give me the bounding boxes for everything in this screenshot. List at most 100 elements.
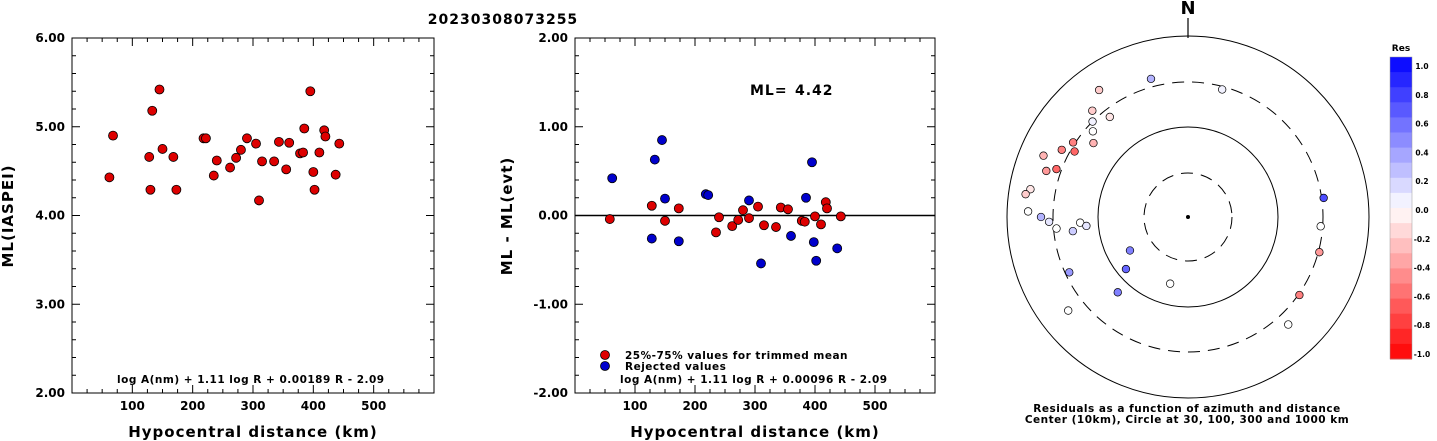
data-point — [298, 147, 308, 158]
data-point — [104, 172, 115, 183]
colorbar-tick-label: 1.0 — [1415, 62, 1428, 71]
azimuth-residual-map: N Residuals as a function of azimuth and… — [1006, 0, 1370, 426]
x-tick-label: 100 — [622, 399, 647, 413]
station-point — [1088, 127, 1098, 136]
data-point — [157, 144, 168, 154]
colorbar-cell — [1390, 343, 1412, 360]
station-point — [1064, 306, 1073, 315]
data-point — [225, 162, 235, 173]
plot3-points — [1021, 74, 1328, 329]
residual-point — [744, 213, 754, 224]
plot1-points — [104, 84, 345, 206]
residual-point — [783, 204, 793, 215]
data-point — [330, 169, 341, 180]
data-point — [242, 133, 252, 144]
colorbar-tick-label: 0.2 — [1415, 177, 1428, 186]
residual-point — [646, 233, 657, 244]
residual-point — [756, 258, 766, 269]
station-point — [1146, 74, 1156, 84]
ml-annotation-label: ML= — [750, 83, 788, 99]
residual-point — [801, 192, 811, 203]
plot2-x-label: Hypocentral distance (km) — [630, 423, 880, 441]
station-point — [1218, 85, 1227, 94]
residual-point — [714, 212, 724, 223]
colorbar-tick-label: 0.8 — [1415, 91, 1428, 100]
station-point — [1070, 147, 1079, 156]
data-point — [334, 138, 345, 149]
colorbar-cell — [1390, 177, 1412, 194]
colorbar-tick-label: -0.6 — [1414, 292, 1430, 301]
colorbar-cell — [1390, 102, 1412, 118]
epicenter-dot — [1186, 215, 1190, 219]
station-point — [1088, 117, 1097, 126]
colorbar-cell — [1390, 253, 1412, 269]
station-point — [1026, 185, 1035, 194]
residual-point — [744, 195, 754, 206]
ring-outer — [1006, 35, 1370, 399]
station-point — [1089, 138, 1098, 148]
data-point — [254, 195, 264, 206]
data-point — [284, 137, 295, 148]
y-tick-label: -2.00 — [533, 386, 568, 400]
station-point — [1082, 221, 1091, 231]
plot1-y-label: ML(IASPEI) — [0, 164, 17, 267]
legend-marker-trimmed — [600, 350, 610, 360]
data-point — [168, 152, 179, 162]
data-point — [201, 133, 211, 144]
station-point — [1284, 320, 1293, 329]
colorbar-cell — [1390, 223, 1412, 239]
residual-point — [835, 211, 846, 222]
plot1-x-label: Hypocentral distance (km) — [128, 423, 378, 441]
residual-point — [733, 215, 744, 225]
y-tick-label: -1.00 — [533, 297, 568, 311]
colorbar-cell — [1390, 87, 1412, 103]
colorbar-cell — [1390, 72, 1412, 88]
station-point — [1295, 290, 1304, 300]
ring-100km — [1097, 126, 1279, 308]
station-point — [1036, 212, 1046, 222]
residual-point — [811, 255, 822, 266]
colorbar-tick-label: 0.6 — [1415, 120, 1428, 129]
residual-point — [807, 157, 817, 168]
residual-distance-plot: 100 200 300 400 500 -2.00 -1.00 0.00 1.00 2.00 Hy… — [498, 31, 936, 441]
x-tick-label: 400 — [301, 399, 326, 413]
residual-point — [753, 201, 763, 212]
map-subtitle: Center (10km), Circle at 30, 100, 300 an… — [1025, 414, 1349, 426]
y-tick-label: 6.00 — [35, 31, 65, 45]
station-point — [1113, 288, 1122, 297]
plot2-points — [604, 135, 846, 269]
data-point — [305, 86, 316, 97]
y-tick-label: 3.00 — [35, 297, 65, 311]
residual-point — [657, 135, 667, 145]
colorbar-cell — [1390, 132, 1412, 149]
residual-point — [738, 205, 748, 216]
station-point — [1052, 224, 1061, 233]
residual-point — [786, 231, 796, 241]
station-point — [1068, 226, 1078, 236]
plot1-ticks: 100 200 300 400 500 2.00 3.00 4.00 5.00 6.00 — [35, 31, 434, 413]
residual-point — [759, 220, 769, 231]
north-label: N — [1180, 0, 1195, 19]
station-point — [1316, 222, 1325, 231]
ring-30km — [1143, 172, 1233, 262]
station-point — [1021, 190, 1030, 199]
legend-label-trimmed: 25%-75% values for trimmed mean — [625, 350, 848, 362]
x-tick-label: 200 — [180, 399, 205, 413]
residual-colorbar: Res 1.0 0.8 0.6 0.4 0.2 0.0 -0.2 -0.4 -0.6 -0.8 -1… — [1389, 44, 1430, 360]
map-title: Residuals as a function of azimuth and d… — [1033, 403, 1340, 415]
station-point — [1319, 193, 1328, 203]
data-point — [309, 184, 320, 195]
data-point — [171, 184, 182, 195]
data-point — [108, 130, 118, 141]
colorbar-cell — [1390, 147, 1412, 164]
y-tick-label: 0.00 — [538, 209, 568, 223]
data-point — [211, 155, 222, 166]
station-point — [1068, 138, 1078, 147]
data-point — [320, 131, 331, 142]
data-point — [308, 167, 319, 177]
data-point — [314, 147, 325, 158]
residual-point — [810, 211, 820, 222]
x-tick-label: 100 — [120, 399, 145, 413]
data-point — [144, 152, 155, 162]
